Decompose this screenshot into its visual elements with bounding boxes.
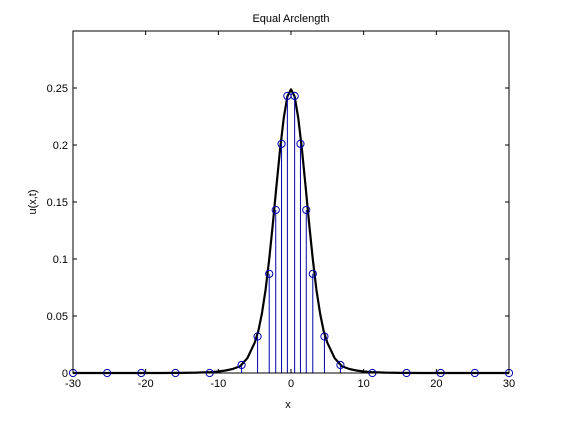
stem-marker-9 xyxy=(277,139,286,148)
x-tick-label-6: 30 xyxy=(503,378,515,390)
y-tick-label-3: 0.15 xyxy=(47,197,68,209)
stem-marker-15 xyxy=(320,332,329,341)
plot-area xyxy=(73,31,509,373)
x-tick-label-3: 0 xyxy=(288,378,294,390)
stem-marker-13 xyxy=(302,205,311,215)
chart-title: Equal Arclength xyxy=(252,13,329,25)
stem-marker-7 xyxy=(265,269,274,278)
x-tick-label-1: -20 xyxy=(138,378,154,390)
y-tick-label-2: 0.1 xyxy=(53,254,68,266)
x-tick-label-5: 20 xyxy=(430,378,442,390)
stem-marker-5 xyxy=(237,360,246,370)
stem-marker-12 xyxy=(296,139,305,148)
y-tick-label-4: 0.2 xyxy=(53,140,68,152)
series-layer xyxy=(68,88,514,378)
x-tick-label-2: -10 xyxy=(210,378,226,390)
x-tick-label-4: 10 xyxy=(358,378,370,390)
stem-marker-8 xyxy=(271,205,280,215)
y-tick-label-0: 0 xyxy=(62,368,68,380)
y-tick-label-1: 0.05 xyxy=(47,311,68,323)
solution-curve xyxy=(73,88,509,375)
ticks-layer: -30 -20 -10 0 10 20 30 0 0.05 0.1 0.15 0.2 0.25 xyxy=(47,31,515,390)
x-axis-label: x xyxy=(285,399,291,411)
stem-marker-14 xyxy=(308,269,317,278)
y-tick-label-5: 0.25 xyxy=(47,83,68,95)
x-tick-label-0: -30 xyxy=(65,378,81,390)
stem-marker-16 xyxy=(336,360,345,370)
stem-marker-11 xyxy=(290,91,299,101)
stem-marker-6 xyxy=(253,332,262,341)
y-axis-label: u(x,t) xyxy=(27,189,39,214)
